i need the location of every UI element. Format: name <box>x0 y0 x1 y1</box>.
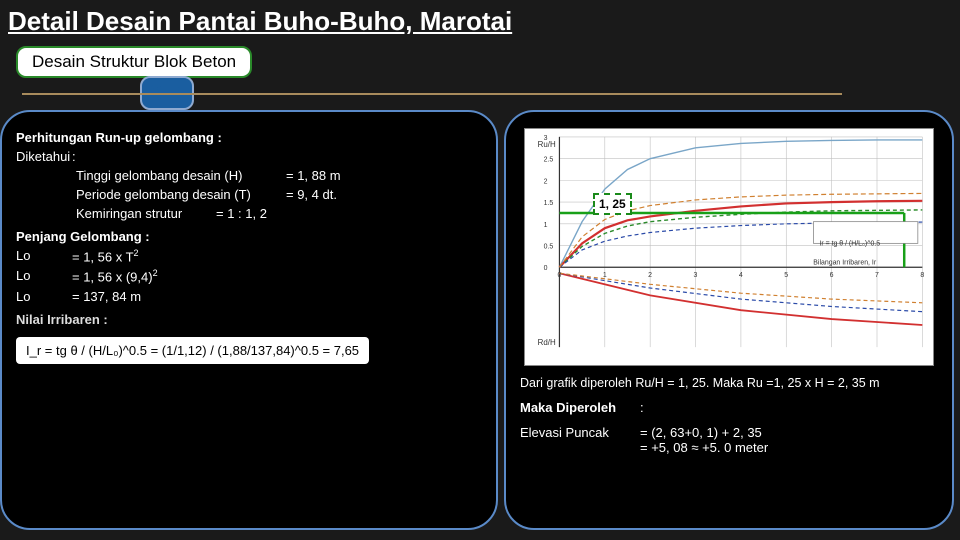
svg-text:2.5: 2.5 <box>544 157 554 164</box>
maka-row: Maka Diperoleh : <box>520 400 938 415</box>
lo-sym-1: Lo <box>16 248 72 264</box>
right-panel: Ir = tg θ / (H/L₀)^0.5Ru/HRd/HBilangan I… <box>504 110 954 530</box>
wavelength-heading: Penjang Gelombang : <box>16 229 482 244</box>
diketahui-row: Diketahui : <box>16 149 482 164</box>
svg-text:1.5: 1.5 <box>544 200 554 207</box>
svg-text:2: 2 <box>648 272 652 279</box>
t-label: Periode gelombang desain (T) <box>76 187 286 202</box>
lo2-row: Lo = 1, 56 x (9,4)2 <box>16 268 482 284</box>
lo3-value: = 137, 84 m <box>72 289 141 304</box>
lo-sym-2: Lo <box>16 268 72 284</box>
maka-sep: : <box>640 400 644 415</box>
svg-text:Bilangan Irribaren, Ir: Bilangan Irribaren, Ir <box>813 259 877 266</box>
irribaren-heading: Nilai Irribaren : <box>16 312 482 327</box>
svg-text:1: 1 <box>603 272 607 279</box>
section-marker: 3 B <box>140 76 194 110</box>
t-value: = 9, 4 dt. <box>286 187 337 202</box>
runup-chart: Ir = tg θ / (H/L₀)^0.5Ru/HRd/HBilangan I… <box>524 128 934 366</box>
svg-text:8: 8 <box>920 272 924 279</box>
page-title: Detail Desain Pantai Buho-Buho, Marotai <box>8 6 512 37</box>
lo1-value: = 1, 56 x T2 <box>72 248 139 264</box>
chart-callout: 1, 25 <box>593 193 632 215</box>
svg-text:0.5: 0.5 <box>544 244 554 251</box>
lo-sym-3: Lo <box>16 289 72 304</box>
svg-text:2: 2 <box>544 178 548 185</box>
svg-text:3: 3 <box>694 272 698 279</box>
diketahui-sep: : <box>72 149 76 164</box>
h-row: Tinggi gelombang desain (H) = 1, 88 m <box>76 168 482 183</box>
diketahui-label: Diketahui <box>16 149 72 164</box>
chart-description: Dari grafik diperoleh Ru/H = 1, 25. Maka… <box>520 376 938 390</box>
t-row: Periode gelombang desain (T) = 9, 4 dt. <box>76 187 482 202</box>
slope-row: Kemiringan strutur = 1 : 1, 2 <box>76 206 482 221</box>
maka-label: Maka Diperoleh <box>520 400 640 415</box>
svg-text:0: 0 <box>557 272 561 279</box>
svg-text:5: 5 <box>784 272 788 279</box>
svg-text:4: 4 <box>739 272 743 279</box>
chart-svg: Ir = tg θ / (H/L₀)^0.5Ru/HRd/HBilangan I… <box>525 129 933 365</box>
svg-text:0: 0 <box>544 265 548 272</box>
elevation-label: Elevasi Puncak <box>520 425 640 455</box>
lo1-row: Lo = 1, 56 x T2 <box>16 248 482 264</box>
left-panel: Perhitungan Run-up gelombang : Diketahui… <box>0 110 498 530</box>
irribaren-formula: I_r = tg θ / (H/L₀)^0.5 = (1/1,12) / (1,… <box>16 337 369 364</box>
subtitle-pill: Desain Struktur Blok Beton <box>16 46 252 78</box>
elevation-row: Elevasi Puncak = (2, 63+0, 1) + 2, 35 = … <box>520 425 938 455</box>
lo3-row: Lo = 137, 84 m <box>16 289 482 304</box>
svg-text:Ir = tg θ / (H/L₀)^0.5: Ir = tg θ / (H/L₀)^0.5 <box>819 240 880 247</box>
lo2-value: = 1, 56 x (9,4)2 <box>72 268 158 284</box>
h-label: Tinggi gelombang desain (H) <box>76 168 286 183</box>
svg-text:Rd/H: Rd/H <box>538 338 556 347</box>
slope-value: = 1 : 1, 2 <box>216 206 267 221</box>
slope-label: Kemiringan strutur <box>76 206 216 221</box>
svg-text:1: 1 <box>544 222 548 229</box>
h-value: = 1, 88 m <box>286 168 341 183</box>
svg-text:7: 7 <box>875 272 879 279</box>
svg-text:3: 3 <box>544 135 548 142</box>
svg-text:6: 6 <box>830 272 834 279</box>
elevation-value: = (2, 63+0, 1) + 2, 35 = +5, 08 ≈ +5. 0 … <box>640 425 768 455</box>
runup-heading: Perhitungan Run-up gelombang : <box>16 130 482 145</box>
